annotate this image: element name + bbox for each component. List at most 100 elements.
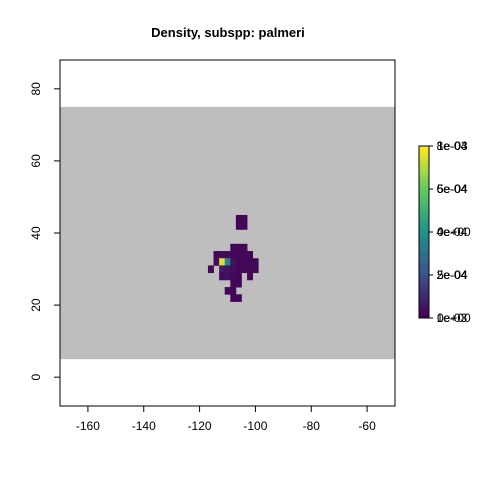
color-legend: 0e+001e-035e-042e-040e+004e-045e-046e-04…: [418, 139, 471, 325]
density-cell: [219, 251, 226, 259]
density-cell: [230, 243, 237, 252]
legend-color-step: [419, 209, 429, 213]
legend-color-step: [419, 252, 429, 256]
legend-color-step: [419, 163, 429, 167]
legend-color-step: [419, 232, 429, 236]
legend-tick-label: 0e+00: [437, 311, 471, 325]
legend-color-step: [419, 312, 429, 316]
legend-color-step: [419, 315, 429, 319]
density-cell: [224, 287, 231, 295]
density-cell: [213, 251, 220, 259]
legend-tick-label: 0e+00: [437, 225, 471, 239]
y-axis: 0 20 40 60 80: [29, 82, 61, 381]
density-cell: [252, 265, 259, 274]
legend-color-step: [419, 229, 429, 233]
legend-color-step: [419, 254, 429, 259]
x-tick-label: -160: [76, 419, 100, 433]
legend-ticks: 0e+001e-035e-042e-040e+004e-045e-046e-04…: [429, 139, 471, 325]
legend-color-step: [419, 269, 429, 273]
x-tick-label: -100: [243, 419, 267, 433]
legend-color-step: [419, 240, 429, 244]
legend-color-step: [419, 186, 429, 190]
legend-color-step: [419, 180, 429, 184]
legend-color-step: [419, 292, 429, 296]
legend-color-step: [419, 148, 429, 153]
density-cell: [230, 258, 237, 266]
x-tick-label: -140: [132, 419, 156, 433]
legend-tick-label: 1e-03: [437, 139, 468, 153]
y-tick-label: 0: [29, 374, 43, 381]
y-tick-label: 40: [29, 226, 43, 240]
legend-color-step: [419, 151, 429, 156]
density-cell: [219, 258, 226, 266]
legend-color-step: [419, 275, 429, 279]
legend-color-step: [419, 211, 429, 216]
legend-tick-label: 5e-04: [437, 268, 468, 282]
density-cell: [230, 251, 237, 259]
legend-color-step: [419, 283, 429, 287]
legend-color-step: [419, 206, 429, 210]
density-cell: [207, 265, 214, 274]
legend-color-step: [419, 263, 429, 267]
density-cell: [247, 265, 254, 274]
legend-color-step: [419, 286, 429, 290]
density-cell: [235, 272, 242, 281]
density-cell: [241, 258, 248, 266]
density-cell: [241, 251, 248, 259]
x-tick-label: -120: [188, 419, 212, 433]
density-cell: [224, 272, 231, 281]
density-cell: [230, 279, 237, 288]
legend-color-step: [419, 226, 429, 230]
legend-color-step: [419, 220, 429, 224]
density-cell: [241, 214, 248, 223]
density-cell: [224, 251, 231, 259]
legend-color-step: [419, 217, 429, 222]
legend-color-step: [419, 272, 429, 276]
y-tick-label: 20: [29, 298, 43, 312]
density-cell: [224, 265, 231, 274]
legend-color-step: [419, 246, 429, 250]
legend-color-step: [419, 197, 429, 201]
legend-color-step: [419, 223, 429, 227]
y-tick-label: 60: [29, 154, 43, 168]
density-cell: [252, 258, 259, 266]
legend-color-step: [419, 191, 429, 196]
density-cell: [235, 265, 242, 274]
density-cell: [235, 258, 242, 266]
legend-color-step: [419, 177, 429, 181]
legend-color-bar: [419, 146, 429, 319]
legend-color-step: [419, 300, 429, 305]
legend-color-step: [419, 289, 429, 293]
legend-color-step: [419, 166, 429, 170]
density-cell: [213, 258, 220, 266]
legend-color-step: [419, 146, 429, 150]
legend-color-step: [419, 266, 429, 270]
legend-tick-label: 2e-04: [437, 268, 468, 282]
legend-color-step: [419, 154, 429, 158]
density-cell: [230, 294, 237, 302]
density-cell: [224, 258, 231, 266]
density-cell: [247, 272, 254, 281]
legend-tick-label: 8e-04: [437, 139, 468, 153]
legend-color-step: [419, 234, 429, 239]
y-tick-label: 80: [29, 82, 43, 96]
density-cell: [247, 251, 254, 259]
density-cell: [241, 265, 248, 274]
legend-color-step: [419, 295, 429, 299]
legend-color-step: [419, 174, 429, 179]
legend-color-step: [419, 280, 429, 285]
legend-color-step: [419, 200, 429, 204]
density-cell: [219, 265, 226, 274]
legend-color-step: [419, 183, 429, 187]
density-cells: [207, 214, 259, 302]
x-tick-label: -60: [358, 419, 376, 433]
density-cell: [241, 243, 248, 252]
legend-color-step: [419, 260, 429, 265]
legend-color-step: [419, 309, 429, 313]
legend-color-step: [419, 189, 429, 193]
legend-color-step: [419, 297, 429, 302]
density-cell: [235, 214, 242, 223]
density-cell: [235, 251, 242, 259]
density-cell: [230, 272, 237, 281]
legend-tick-label: 1e-03: [437, 311, 468, 325]
